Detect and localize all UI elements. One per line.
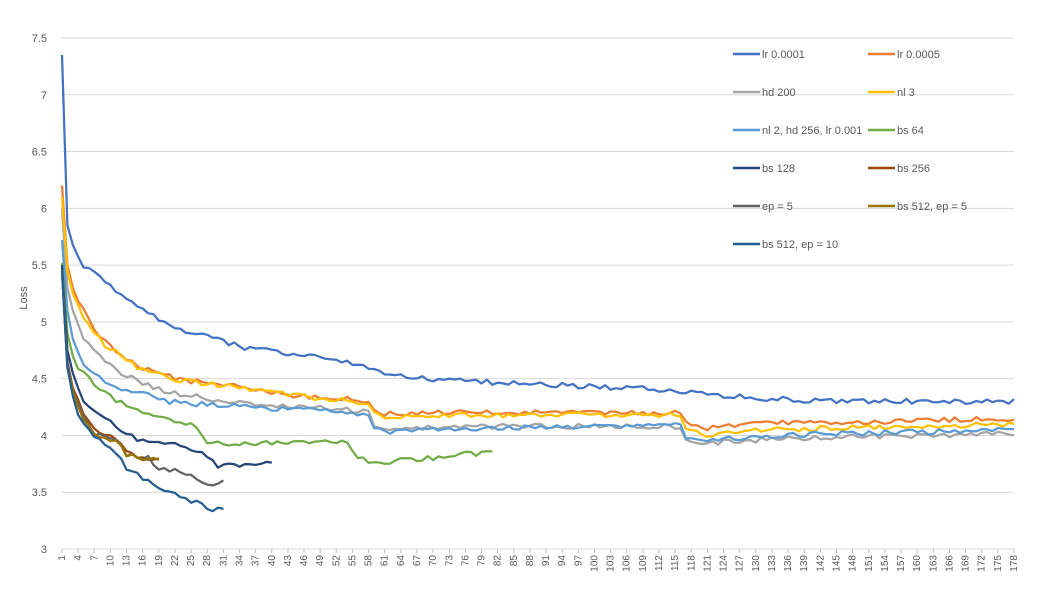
x-tick-label: 1 [57, 555, 68, 561]
gridlines [62, 37, 1014, 550]
x-tick-label: 55 [347, 555, 358, 567]
x-tick-label: 145 [832, 555, 843, 572]
series-line [60, 270, 224, 487]
y-tick-label: 6 [41, 203, 47, 215]
x-tick-label: 34 [234, 555, 245, 567]
legend-entry-label: ep = 5 [762, 201, 793, 213]
series-line [60, 196, 1015, 438]
x-tick-label: 160 [912, 555, 923, 572]
legend-entry-label: nl 3 [897, 87, 915, 99]
x-tick-label: 28 [202, 555, 213, 567]
legend-entry-label: nl 2, hd 256, lr 0.001 [762, 125, 862, 137]
x-tick-label: 19 [154, 555, 165, 567]
x-tick-label: 70 [428, 555, 439, 567]
x-tick-label: 172 [977, 555, 988, 572]
x-tick-label: 40 [267, 555, 278, 567]
y-axis-label: Loss [18, 286, 30, 310]
x-tick-label: 85 [509, 555, 520, 567]
x-tick-label: 43 [283, 555, 294, 567]
series-lines [60, 54, 1015, 513]
x-tick-label: 31 [218, 555, 229, 567]
x-tick-label: 13 [122, 555, 133, 567]
x-tick-label: 151 [864, 555, 875, 572]
series-line [60, 240, 1015, 443]
x-tick-label: 46 [299, 555, 310, 567]
x-tick-label: 52 [331, 555, 342, 567]
legend-entry-label: bs 512, ep = 10 [762, 239, 838, 251]
x-tick-label: 82 [493, 555, 504, 567]
series-line [60, 270, 224, 513]
x-tick-label: 142 [815, 555, 826, 572]
x-tick-label: 61 [380, 555, 391, 567]
x-tick-label: 163 [928, 555, 939, 572]
legend-entry-label: lr 0.0001 [762, 49, 805, 61]
series-line [60, 262, 493, 465]
x-tick-label: 130 [751, 555, 762, 572]
x-tick-label: 157 [896, 555, 907, 572]
legend-entry-label: bs 256 [897, 163, 930, 175]
y-tick-label: 7.5 [32, 33, 47, 45]
x-tick-label: 88 [525, 555, 536, 567]
series-line [60, 54, 1015, 406]
x-tick-label: 91 [541, 555, 552, 567]
x-tick-label: 148 [848, 555, 859, 572]
x-tick-label: 64 [396, 555, 407, 567]
x-tick-label: 121 [702, 555, 713, 572]
x-tick-label: 166 [944, 555, 955, 572]
y-tick-label: 5 [41, 317, 47, 329]
x-tick-label: 112 [654, 555, 665, 571]
x-tick-label: 109 [638, 555, 649, 572]
x-tick-label: 136 [783, 555, 794, 572]
x-tick-label: 7 [89, 555, 100, 561]
x-tick-label: 124 [719, 555, 730, 572]
x-tick-label: 115 [670, 555, 681, 571]
series-line [60, 270, 160, 462]
y-tick-label: 7 [41, 90, 47, 102]
x-tick-label: 94 [557, 555, 568, 567]
legend: lr 0.0001 lr 0.0005 hd 200 nl 3 nl 2, hd 256… [733, 49, 967, 251]
x-tick-label: 118 [686, 555, 697, 571]
x-tick-label: 127 [735, 555, 746, 572]
legend-entry-label: bs 512, ep = 5 [897, 201, 967, 213]
y-tick-label: 3 [41, 544, 47, 556]
x-tick-label: 37 [251, 555, 262, 567]
series-line [60, 270, 160, 461]
x-tick-label: 16 [138, 555, 149, 567]
x-tick-label: 169 [961, 555, 972, 572]
x-tick-label: 25 [186, 555, 197, 567]
axes: 33.544.555.566.577.51 4 7 10 13 16 19 22 25 28 31 3… [32, 33, 1020, 572]
x-tick-label: 76 [460, 555, 471, 567]
x-tick-label: 97 [573, 555, 584, 567]
y-tick-label: 6.5 [32, 147, 47, 159]
y-tick-label: 5.5 [32, 260, 47, 272]
legend-entry-label: bs 128 [762, 163, 795, 175]
legend-entry-label: lr 0.0005 [897, 49, 940, 61]
x-tick-label: 58 [364, 555, 375, 567]
y-tick-label: 4.5 [32, 374, 47, 386]
x-tick-label: 139 [799, 555, 810, 572]
x-tick-label: 22 [170, 555, 181, 567]
x-tick-label: 178 [1009, 555, 1020, 572]
series-line [60, 208, 1015, 446]
x-tick-label: 4 [73, 555, 84, 561]
x-tick-label: 49 [315, 555, 326, 567]
x-tick-label: 103 [606, 555, 617, 572]
series-line [60, 265, 272, 469]
x-tick-label: 10 [105, 555, 116, 567]
x-tick-label: 133 [767, 555, 778, 572]
y-tick-label: 4 [41, 430, 47, 442]
x-tick-label: 154 [880, 555, 891, 572]
x-tick-label: 175 [993, 555, 1004, 572]
x-tick-label: 73 [444, 555, 455, 567]
x-tick-label: 100 [589, 555, 600, 572]
series-line [60, 185, 1015, 432]
legend-entry-label: bs 64 [897, 125, 924, 137]
legend-entry-label: hd 200 [762, 87, 796, 99]
y-tick-label: 3.5 [32, 487, 47, 499]
x-tick-label: 79 [477, 555, 488, 567]
x-tick-label: 106 [622, 555, 633, 572]
x-tick-label: 67 [412, 555, 423, 567]
